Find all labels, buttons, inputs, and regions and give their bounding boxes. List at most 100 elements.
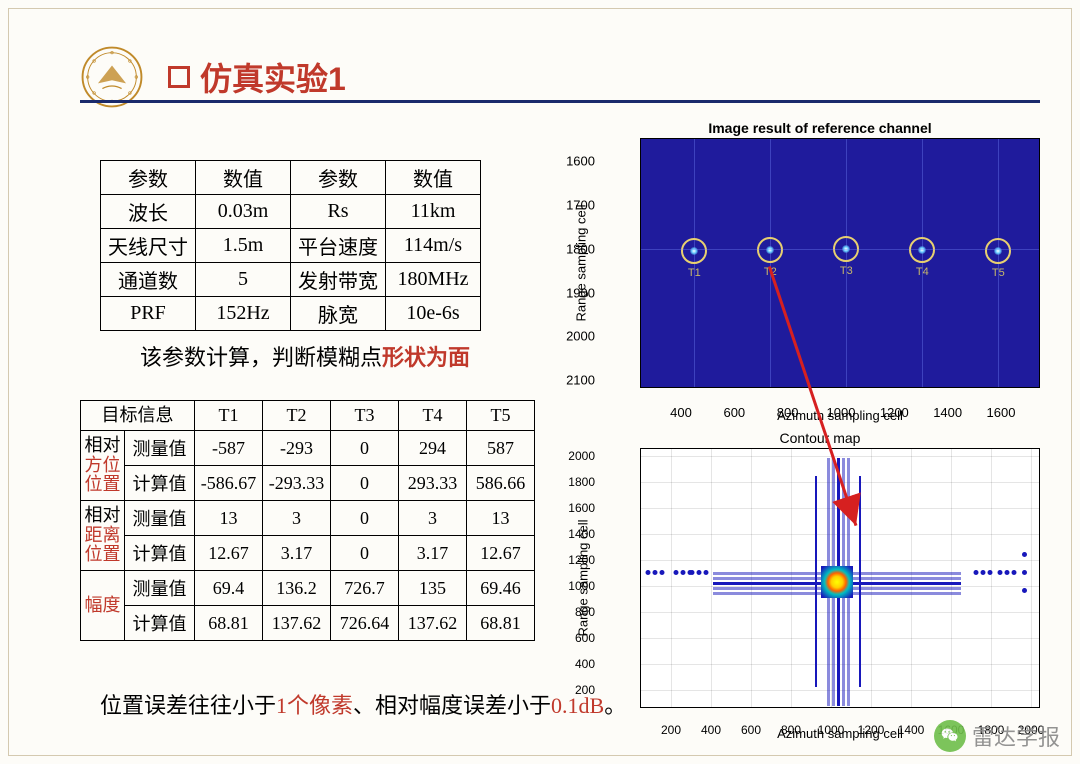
th: T3	[331, 401, 399, 431]
parameters-table: 参数 数值 参数 数值 波长0.03mRs11km天线尺寸1.5m平台速度114…	[100, 160, 481, 331]
target-label: T1	[688, 267, 701, 279]
cell: 69.46	[467, 571, 535, 606]
cell: Rs	[291, 195, 386, 229]
targets-table: 目标信息 T1 T2 T3 T4 T5 相对方位位置测量值-587-293029…	[80, 400, 535, 641]
chart-area-bot: Range sampling cell Azimuth sampling cel…	[640, 448, 1040, 708]
table-row: 天线尺寸1.5m平台速度114m/s	[101, 229, 481, 263]
table-row: 相对方位位置测量值-587-2930294587	[81, 431, 535, 466]
sidelobe	[645, 564, 666, 582]
table-row: 计算值12.673.1703.1712.67	[81, 536, 535, 571]
cell: 135	[399, 571, 467, 606]
subrow-label: 测量值	[125, 501, 195, 536]
header-group: 目标信息	[81, 401, 195, 431]
cell: 3	[399, 501, 467, 536]
text: 、相对幅度误差小于	[353, 693, 551, 718]
cell: 586.66	[467, 466, 535, 501]
th: T2	[263, 401, 331, 431]
cell: 天线尺寸	[101, 229, 196, 263]
text-red: 1个像素	[276, 693, 353, 718]
cell: -586.67	[195, 466, 263, 501]
chart-area-top: Range sampling cell Azimuth sampling cel…	[640, 138, 1040, 388]
wechat-icon	[934, 720, 966, 752]
cell: 114m/s	[386, 229, 481, 263]
chart-title: Image result of reference channel	[580, 120, 1060, 136]
cell: 137.62	[263, 606, 331, 641]
category-cell: 相对距离位置	[81, 501, 125, 571]
cell: 12.67	[195, 536, 263, 571]
cell: 波长	[101, 195, 196, 229]
cell: 数值	[386, 161, 481, 195]
cell: 11km	[386, 195, 481, 229]
watermark: 雷达学报	[934, 720, 1060, 752]
cell: 13	[467, 501, 535, 536]
cell: 293.33	[399, 466, 467, 501]
cell: 0	[331, 431, 399, 466]
target-marker	[985, 238, 1011, 264]
note-shape: 该参数计算，判断模糊点形状为面	[140, 340, 470, 372]
cell: 69.4	[195, 571, 263, 606]
cell: 180MHz	[386, 263, 481, 297]
cell: 68.81	[467, 606, 535, 641]
th: T5	[467, 401, 535, 431]
cell: -293.33	[263, 466, 331, 501]
cell: 152Hz	[196, 297, 291, 331]
note-error: 位置误差往往小于1个像素、相对幅度误差小于0.1dB。	[100, 688, 626, 720]
table-row: 参数 数值 参数 数值	[101, 161, 481, 195]
target-label: T4	[916, 266, 929, 278]
category-cell: 幅度	[81, 571, 125, 641]
subrow-label: 计算值	[125, 536, 195, 571]
cell: 数值	[196, 161, 291, 195]
subrow-label: 计算值	[125, 466, 195, 501]
cell: 通道数	[101, 263, 196, 297]
table-row: 相对距离位置测量值1330313	[81, 501, 535, 536]
slide-title: 仿真实验1	[200, 54, 346, 100]
category-cell: 相对方位位置	[81, 431, 125, 501]
cell: 0	[331, 501, 399, 536]
cell: 294	[399, 431, 467, 466]
title-underline	[80, 100, 1040, 103]
th: T4	[399, 401, 467, 431]
cell: 平台速度	[291, 229, 386, 263]
chart-title: Contour map	[580, 430, 1060, 446]
cell: 参数	[291, 161, 386, 195]
cell: -587	[195, 431, 263, 466]
cell: PRF	[101, 297, 196, 331]
text: 该参数计算，判断模糊点	[140, 345, 382, 370]
table-row: 幅度测量值69.4136.2726.713569.46	[81, 571, 535, 606]
target-label: T2	[764, 266, 777, 278]
table-row: 计算值-586.67-293.330293.33586.66	[81, 466, 535, 501]
cell: 参数	[101, 161, 196, 195]
cell: 3.17	[399, 536, 467, 571]
sidelobe	[997, 564, 1018, 582]
table-row: 通道数5发射带宽180MHz	[101, 263, 481, 297]
cell: -293	[263, 431, 331, 466]
text: 位置误差往往小于	[100, 693, 276, 718]
psf-core	[821, 566, 853, 598]
subrow-label: 测量值	[125, 431, 195, 466]
cell: 10e-6s	[386, 297, 481, 331]
target-marker	[681, 238, 707, 264]
cell: 0.03m	[196, 195, 291, 229]
content-area: 参数 数值 参数 数值 波长0.03mRs11km天线尺寸1.5m平台速度114…	[0, 120, 1080, 764]
text-red: 形状为面	[382, 345, 470, 370]
subrow-label: 测量值	[125, 571, 195, 606]
th: T1	[195, 401, 263, 431]
cell: 726.64	[331, 606, 399, 641]
watermark-text: 雷达学报	[972, 720, 1060, 752]
bullet-icon	[168, 66, 190, 88]
table-row: PRF152Hz脉宽10e-6s	[101, 297, 481, 331]
y-axis-label: Range sampling cell	[574, 204, 589, 321]
cell: 0	[331, 536, 399, 571]
cell: 726.7	[331, 571, 399, 606]
table-row: 波长0.03mRs11km	[101, 195, 481, 229]
table-row: 目标信息 T1 T2 T3 T4 T5	[81, 401, 535, 431]
cell: 发射带宽	[291, 263, 386, 297]
cell: 3	[263, 501, 331, 536]
target-label: T3	[840, 265, 853, 277]
target-label: T5	[992, 267, 1005, 279]
cell: 587	[467, 431, 535, 466]
cell: 3.17	[263, 536, 331, 571]
sidelobe	[973, 564, 994, 582]
cell: 137.62	[399, 606, 467, 641]
cell: 脉宽	[291, 297, 386, 331]
